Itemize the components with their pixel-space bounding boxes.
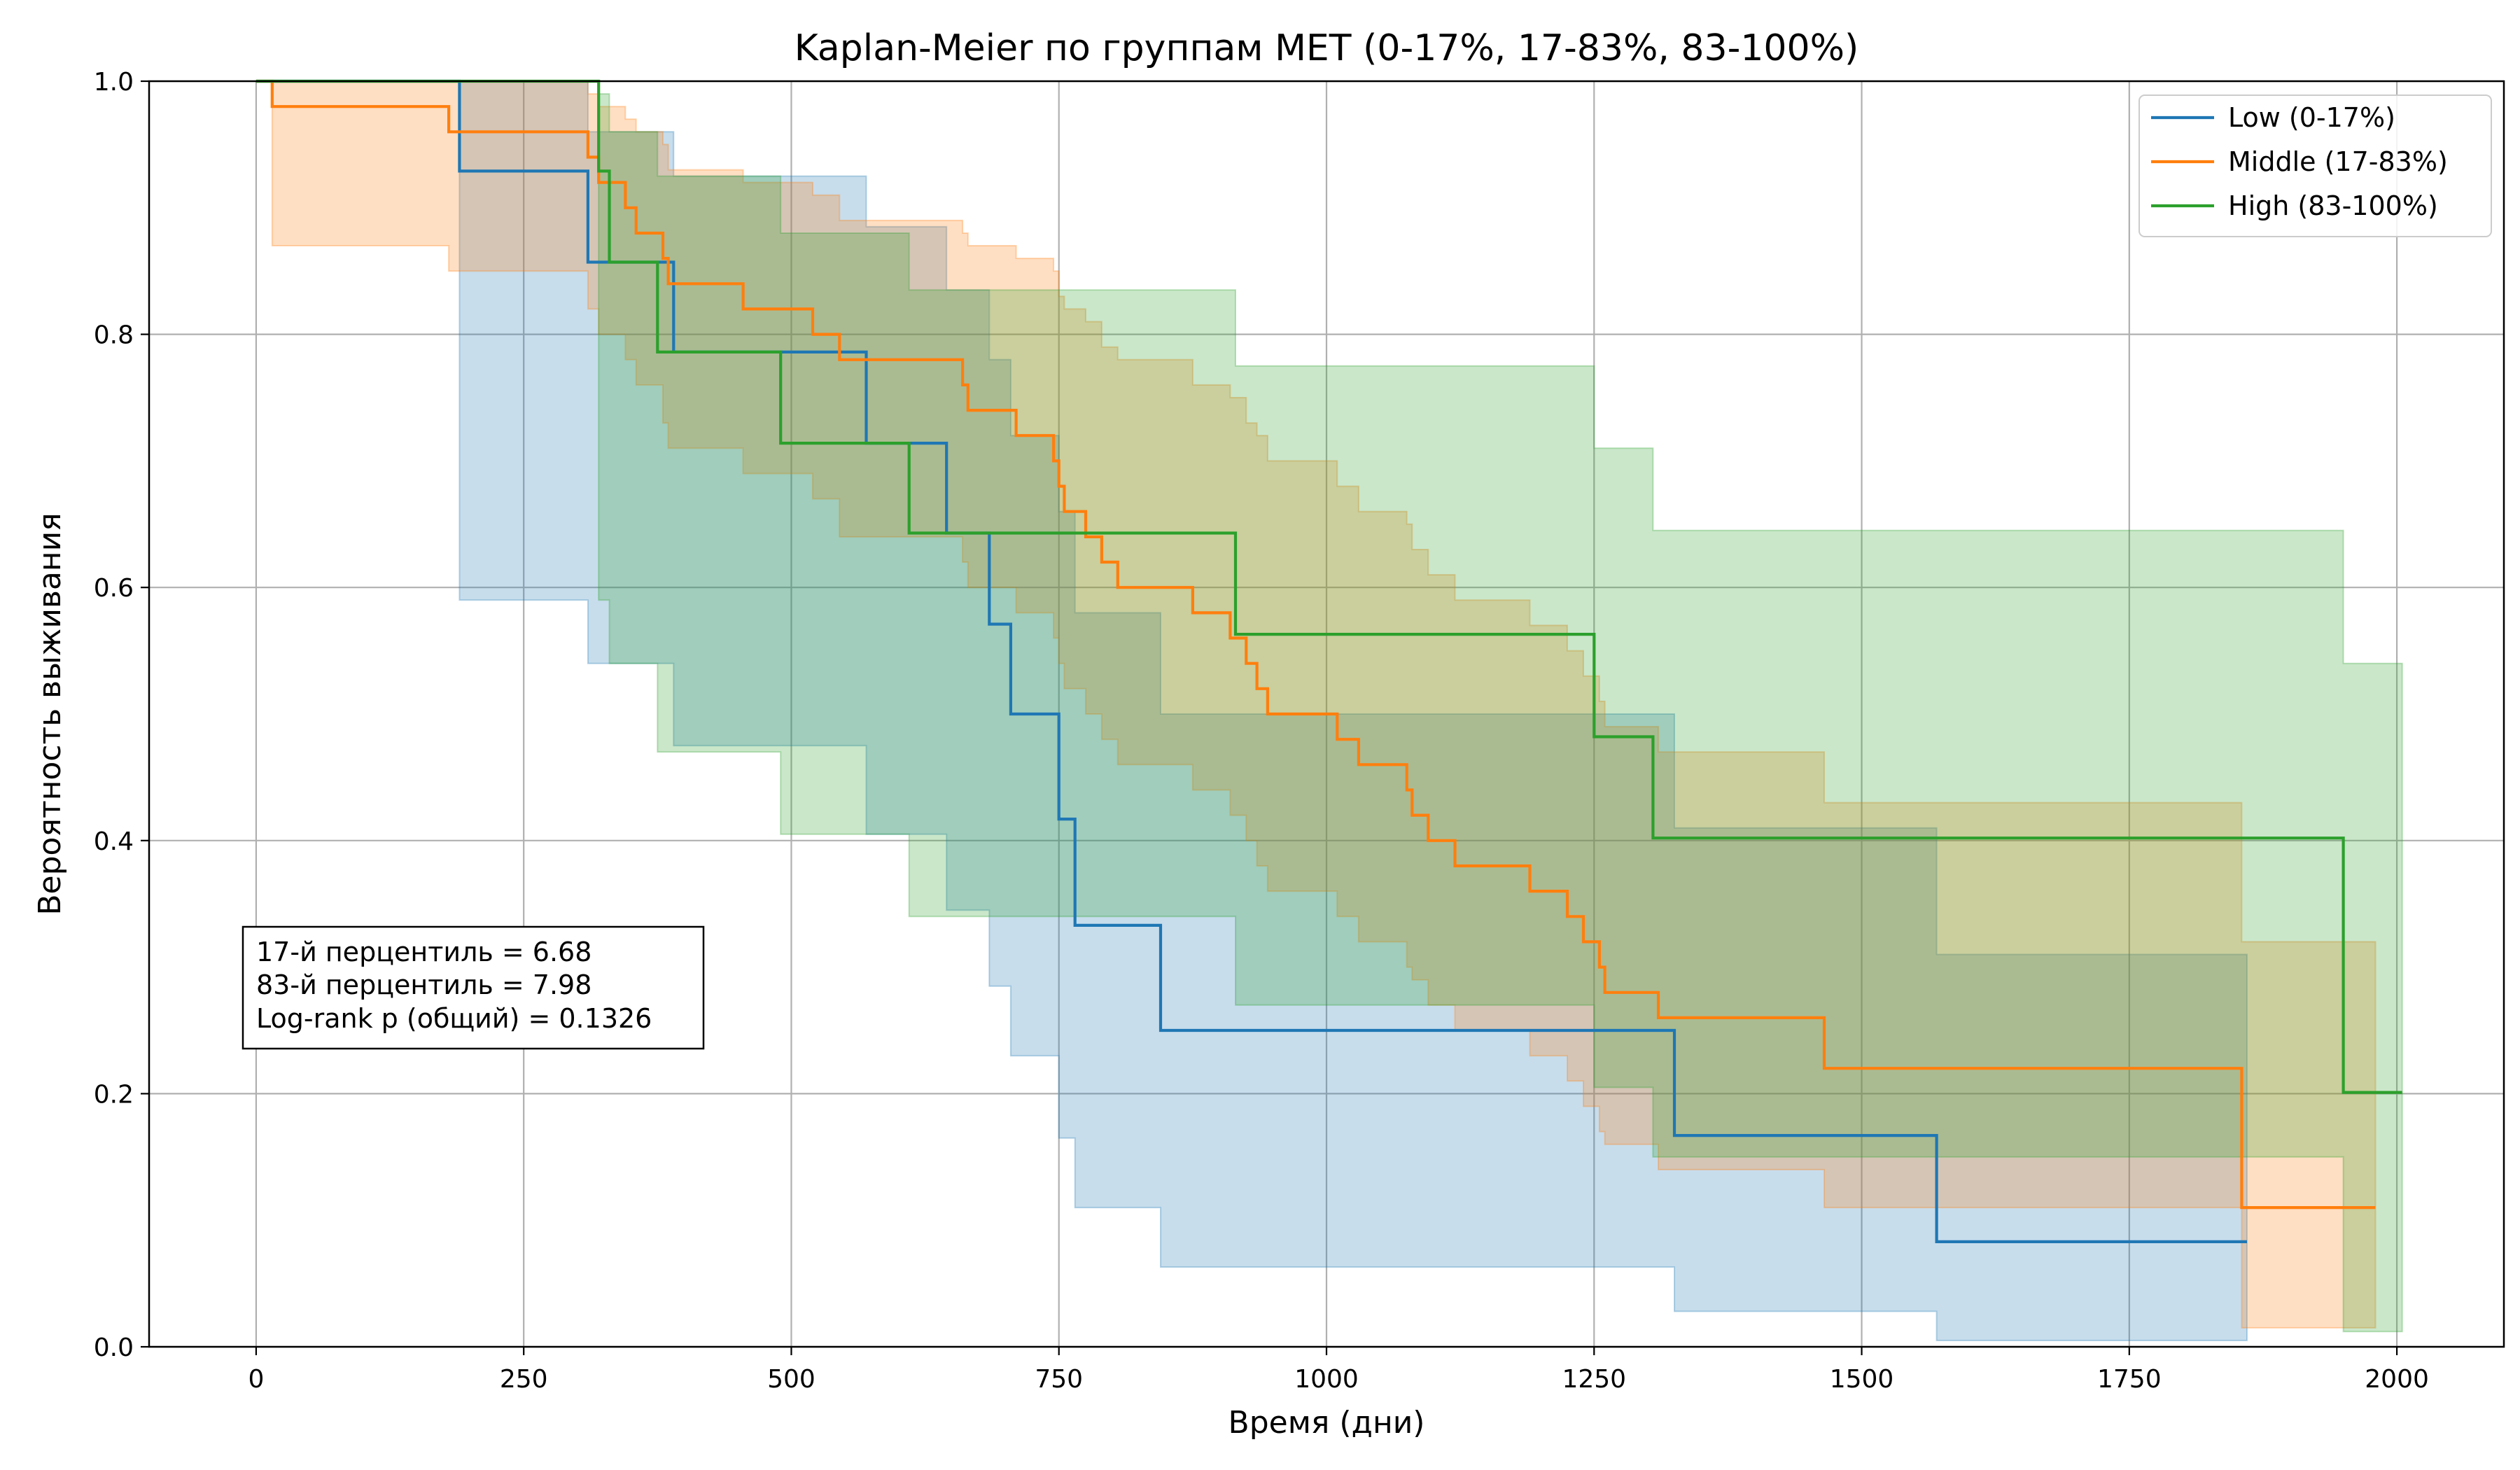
survival-curves <box>255 79 2402 1243</box>
legend-label-high: High (83-100%) <box>2228 190 2438 221</box>
annotation-line-percentile-83: 83-й перцентиль = 7.98 <box>256 969 592 1000</box>
ci-band-high <box>255 80 2403 1333</box>
annotation-box <box>241 925 705 1050</box>
y-tick-label: 0.2 <box>94 1080 134 1109</box>
survival-line-low <box>255 79 2247 1243</box>
x-tick-label: 1000 <box>1294 1365 1359 1394</box>
survival-line-middle <box>255 79 2376 1210</box>
chart-title: Kaplan-Meier по группам MET (0-17%, 17-8… <box>794 27 1859 69</box>
confidence-bands <box>255 80 2403 1341</box>
survival-line-high <box>255 79 2402 1094</box>
y-tick-label: 1.0 <box>94 68 134 97</box>
x-tick-label: 1750 <box>2097 1365 2162 1394</box>
y-tick-label: 0.0 <box>94 1334 134 1362</box>
x-tick-label: 1500 <box>1830 1365 1894 1394</box>
ci-band-middle <box>255 80 2376 1329</box>
x-tick-label: 500 <box>767 1365 816 1394</box>
legend-box <box>2138 94 2492 237</box>
y-axis-label: Вероятность выживания <box>32 512 68 915</box>
stats-annotation: 17-й перцентиль = 6.68 83-й перцентиль =… <box>241 925 705 1050</box>
y-tick-label: 0.4 <box>94 827 134 856</box>
x-axis-label: Время (дни) <box>1228 1405 1425 1441</box>
y-tick-label: 0.6 <box>94 574 134 603</box>
legend: Low (0-17%) Middle (17-83%) High (83-100%) <box>2138 94 2492 237</box>
x-tick-label: 250 <box>500 1365 548 1394</box>
annotation-line-percentile-17: 17-й перцентиль = 6.68 <box>256 937 592 967</box>
legend-label-middle: Middle (17-83%) <box>2228 146 2448 177</box>
annotation-line-logrank: Log-rank p (общий) = 0.1326 <box>256 1003 652 1034</box>
y-axis-ticks: 0.0 0.2 0.4 0.6 0.8 1.0 <box>94 68 149 1362</box>
x-tick-label: 0 <box>248 1365 264 1394</box>
x-axis-ticks: 0 250 500 750 1000 1250 1500 1750 2000 <box>248 1347 2429 1394</box>
y-tick-label: 0.8 <box>94 321 134 350</box>
ci-band-low <box>255 80 2248 1341</box>
x-tick-label: 1250 <box>1562 1365 1626 1394</box>
legend-label-low: Low (0-17%) <box>2228 102 2395 133</box>
x-tick-label: 750 <box>1035 1365 1083 1394</box>
x-tick-label: 2000 <box>2365 1365 2429 1394</box>
